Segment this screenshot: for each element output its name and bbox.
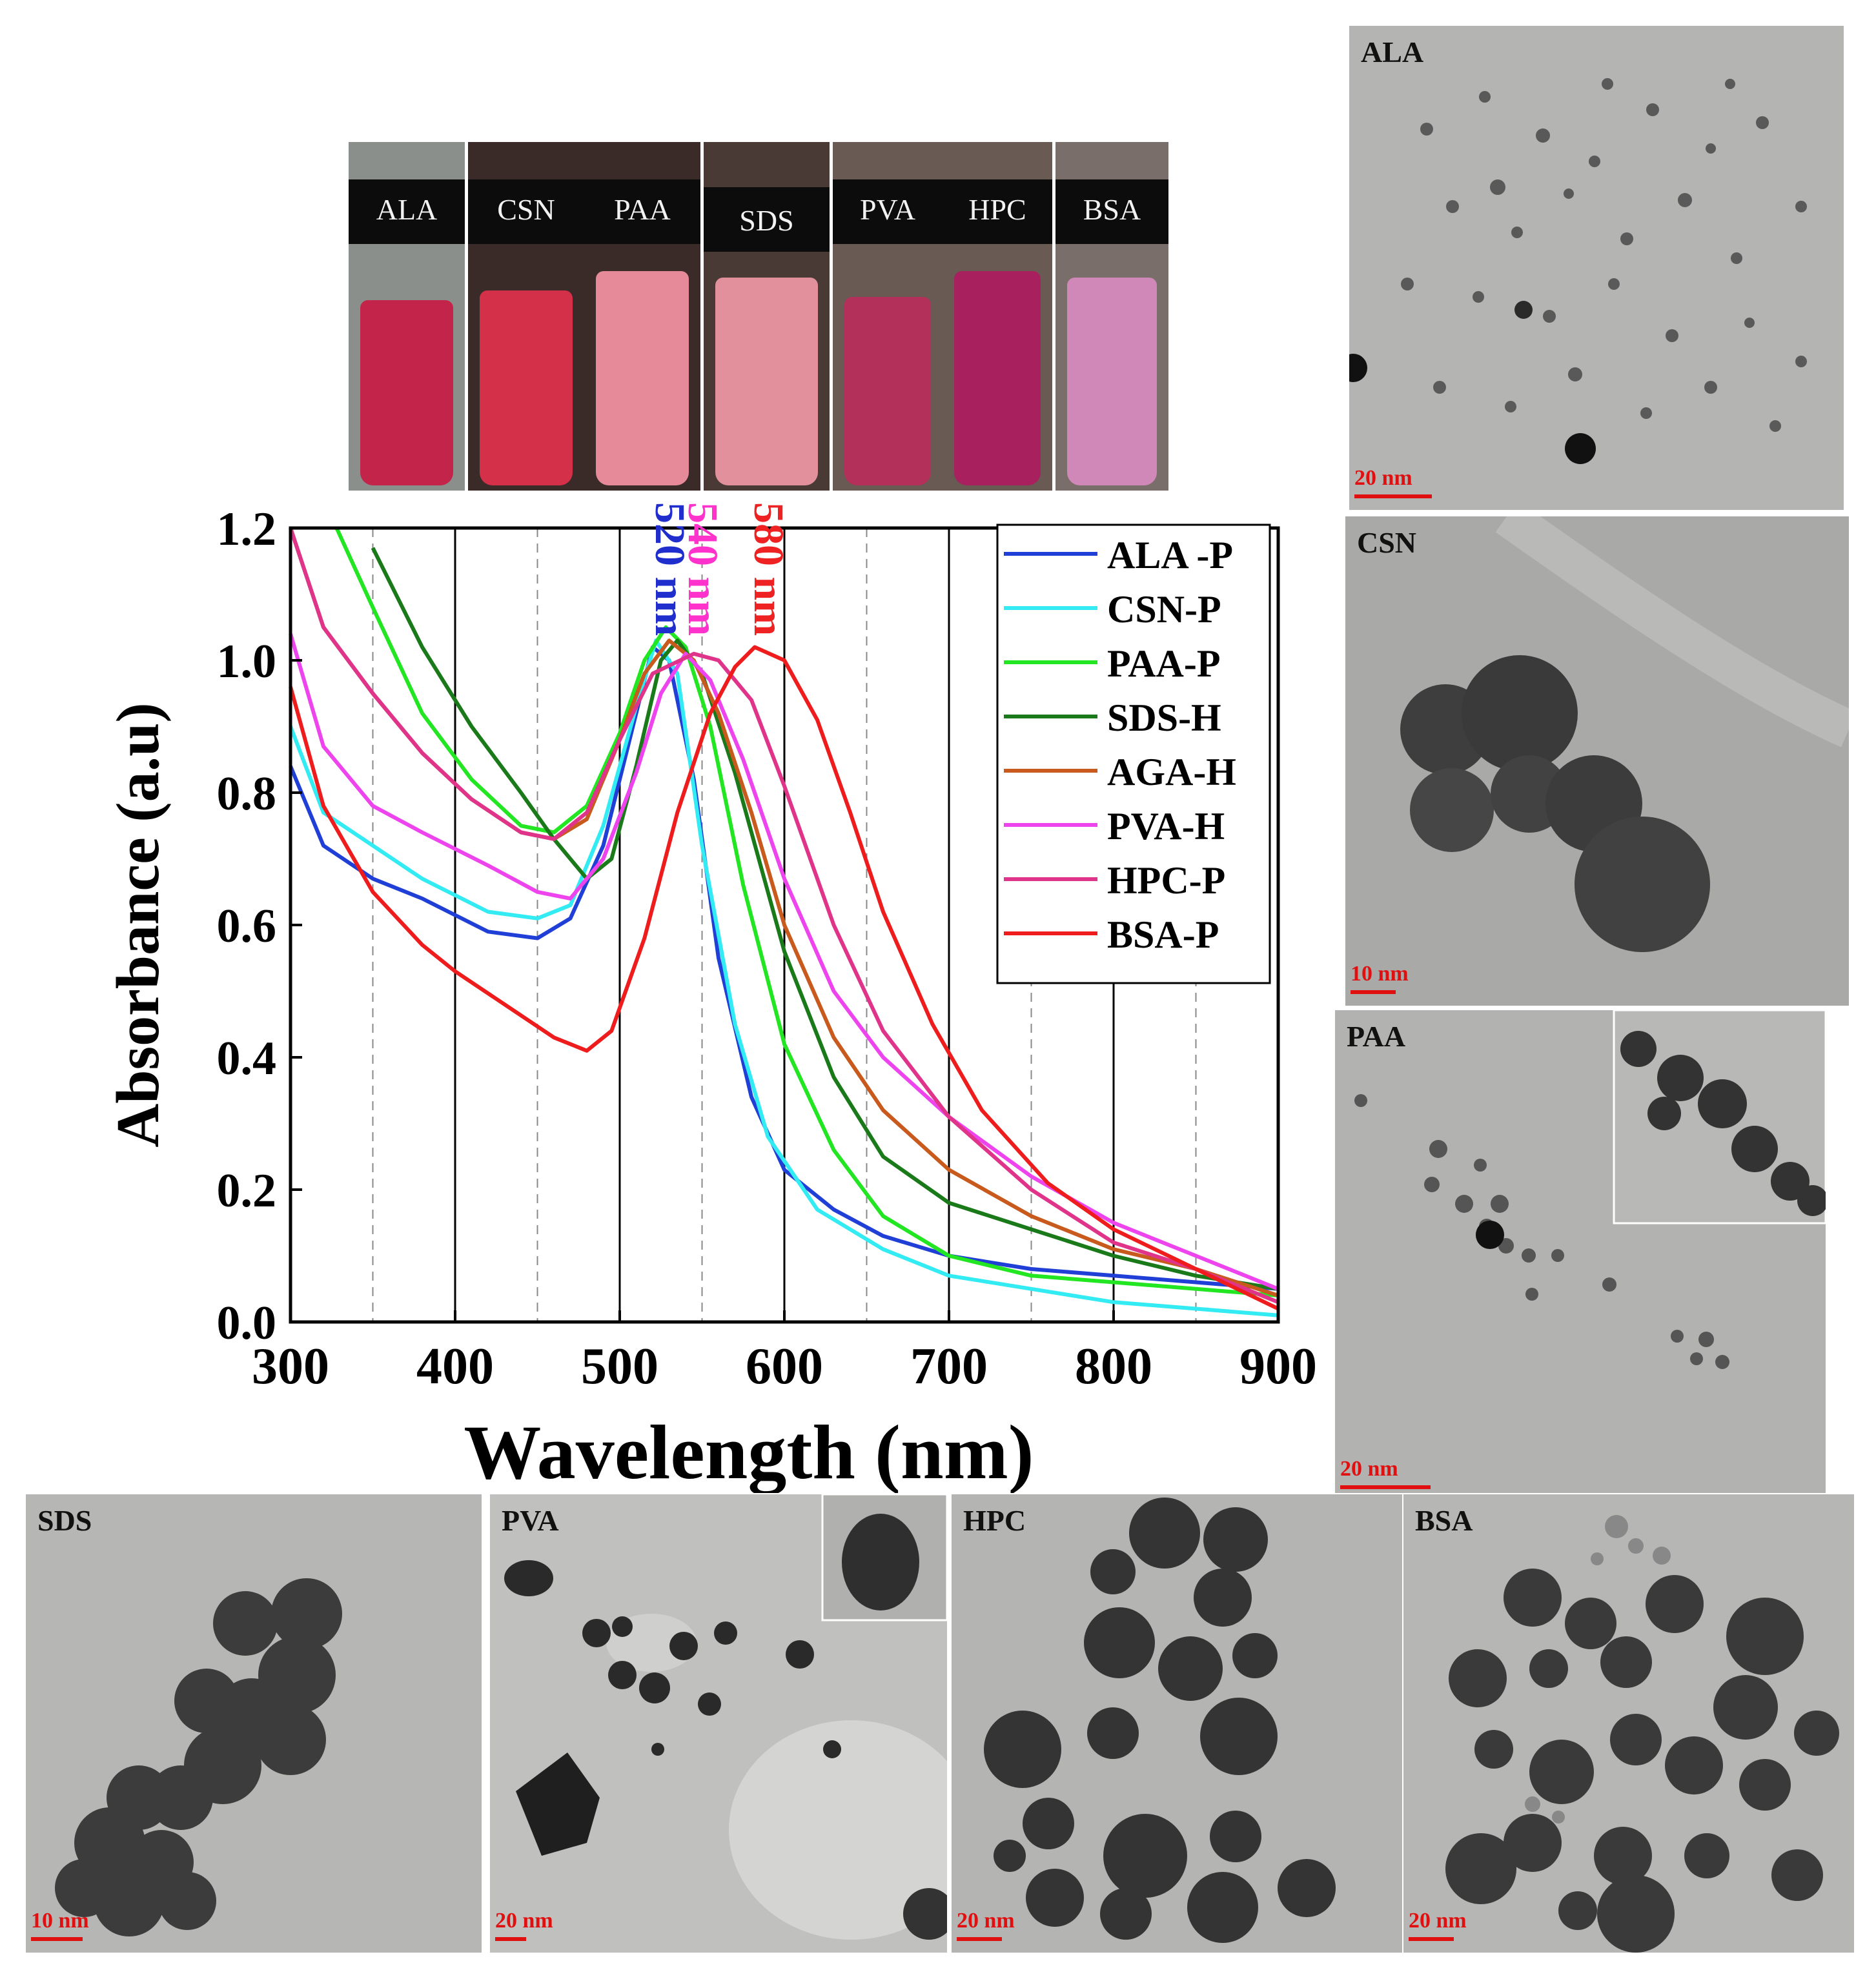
vial-label: SDS bbox=[739, 204, 794, 237]
tem-image bbox=[1445, 1515, 1839, 1953]
vial-liquid bbox=[360, 300, 453, 485]
legend-label: PAA-P bbox=[1107, 642, 1221, 685]
peak-annotation: 580 nm bbox=[745, 502, 792, 636]
y-tick-label: 0.4 bbox=[217, 1032, 277, 1085]
tem-image bbox=[1349, 78, 1807, 464]
scale-bar bbox=[1354, 494, 1432, 498]
vial-csn: CSN bbox=[468, 142, 584, 491]
legend: ALA -P CSN-P PAA-P SDS-H AGA-H PVA-H HPC-P BSA-… bbox=[996, 523, 1271, 984]
y-tick-label: 0.8 bbox=[217, 767, 277, 820]
series-line bbox=[289, 633, 1280, 1291]
tem-panel-sds: SDS 10 nm bbox=[25, 1493, 483, 1954]
vial-liquid bbox=[844, 297, 931, 485]
scale-bar-label: 10 nm bbox=[31, 1909, 89, 1933]
peak-annotation: 520 nm bbox=[646, 502, 693, 636]
scale-bar-label: 20 nm bbox=[957, 1909, 1015, 1933]
y-tick-label: 1.0 bbox=[217, 635, 277, 688]
tem-label: ALA bbox=[1361, 36, 1424, 68]
scale-bar-label: 20 nm bbox=[1340, 1457, 1398, 1481]
tem-image bbox=[1354, 1010, 1826, 1369]
series-line bbox=[289, 638, 1279, 1317]
scale-bar-label: 20 nm bbox=[495, 1909, 553, 1933]
peak-annotation: 540 nm bbox=[679, 502, 726, 636]
tem-image bbox=[55, 1578, 342, 1936]
legend-label: ALA -P bbox=[1107, 534, 1233, 576]
x-tick-label: 500 bbox=[581, 1338, 658, 1395]
y-tick-label: 0.6 bbox=[217, 900, 277, 953]
x-tick-label: 800 bbox=[1075, 1338, 1152, 1395]
tem-image bbox=[984, 1498, 1336, 1943]
vial-label: PAA bbox=[614, 193, 671, 226]
legend-label: HPC-P bbox=[1107, 859, 1225, 902]
scale-bar-label: 10 nm bbox=[1351, 962, 1409, 986]
legend-label: AGA-H bbox=[1107, 751, 1236, 793]
tem-panel-hpc: HPC 20 nm bbox=[950, 1493, 1403, 1954]
series-line bbox=[289, 527, 1280, 1305]
legend-label: CSN-P bbox=[1107, 588, 1221, 631]
vial-liquid bbox=[596, 271, 689, 485]
tem-image bbox=[1400, 516, 1849, 952]
vial-liquid bbox=[1067, 278, 1157, 485]
scale-bar bbox=[957, 1937, 1002, 1941]
x-axis-label: Wavelength (nm) bbox=[464, 1409, 1034, 1496]
vial-liquid bbox=[715, 278, 818, 485]
x-tick-label: 400 bbox=[416, 1338, 494, 1395]
tem-image bbox=[504, 1494, 947, 1940]
tem-label: BSA bbox=[1415, 1504, 1473, 1537]
tem-panel-pva: PVA 20 nm bbox=[489, 1493, 948, 1954]
y-tick-label: 0.0 bbox=[217, 1297, 277, 1350]
x-tick-label: 700 bbox=[910, 1338, 988, 1395]
scale-bar bbox=[495, 1937, 526, 1941]
tem-panel-ala: ALA 20 nm bbox=[1348, 25, 1845, 511]
x-tick-label: 300 bbox=[252, 1338, 329, 1395]
legend-label: SDS-H bbox=[1107, 696, 1221, 739]
tem-label: CSN bbox=[1357, 526, 1417, 559]
vial-label: ALA bbox=[376, 193, 438, 226]
vial-liquid bbox=[480, 290, 573, 485]
tem-panel-paa: PAA 20 nm bbox=[1334, 1009, 1827, 1502]
y-tick-label: 1.2 bbox=[217, 503, 277, 556]
scale-bar bbox=[1340, 1485, 1431, 1489]
y-tick-label: 0.2 bbox=[217, 1164, 277, 1217]
series-line bbox=[289, 645, 1279, 1291]
vial-hpc: HPC bbox=[943, 142, 1052, 491]
series-line bbox=[334, 527, 1279, 1297]
scale-bar-label: 20 nm bbox=[1354, 466, 1412, 490]
legend-label: PVA-H bbox=[1107, 805, 1225, 848]
vial-bsa: BSA bbox=[1055, 142, 1168, 491]
vial-liquid bbox=[954, 271, 1041, 485]
scale-bar-label: 20 nm bbox=[1409, 1909, 1467, 1933]
vial-photo: ALA CSN PAA SDS PVA HPC bbox=[349, 142, 1168, 491]
legend-label: BSA-P bbox=[1107, 913, 1219, 956]
x-tick-label: 600 bbox=[746, 1338, 823, 1395]
scale-bar bbox=[1351, 990, 1396, 994]
tem-panel-csn: CSN 10 nm bbox=[1344, 515, 1850, 1007]
vial-ala: ALA bbox=[349, 142, 465, 491]
tem-panel-bsa: BSA 20 nm bbox=[1402, 1493, 1855, 1954]
series-line bbox=[289, 645, 1280, 1311]
y-axis-label: Absorbance (a.u) bbox=[105, 702, 172, 1147]
vial-label: BSA bbox=[1083, 193, 1141, 226]
x-tick-label: 900 bbox=[1239, 1338, 1317, 1395]
tem-label: PVA bbox=[502, 1504, 559, 1537]
vial-label: CSN bbox=[497, 193, 555, 226]
tem-label: HPC bbox=[963, 1504, 1026, 1537]
tem-label: SDS bbox=[37, 1504, 92, 1537]
scale-bar bbox=[31, 1937, 83, 1941]
vial-sds: SDS bbox=[704, 142, 830, 491]
vial-label: HPC bbox=[968, 193, 1026, 226]
vial-label: PVA bbox=[859, 193, 916, 226]
scale-bar bbox=[1409, 1937, 1454, 1941]
vial-paa: PAA bbox=[584, 142, 700, 491]
tem-label: PAA bbox=[1347, 1020, 1406, 1053]
vial-pva: PVA bbox=[833, 142, 943, 491]
